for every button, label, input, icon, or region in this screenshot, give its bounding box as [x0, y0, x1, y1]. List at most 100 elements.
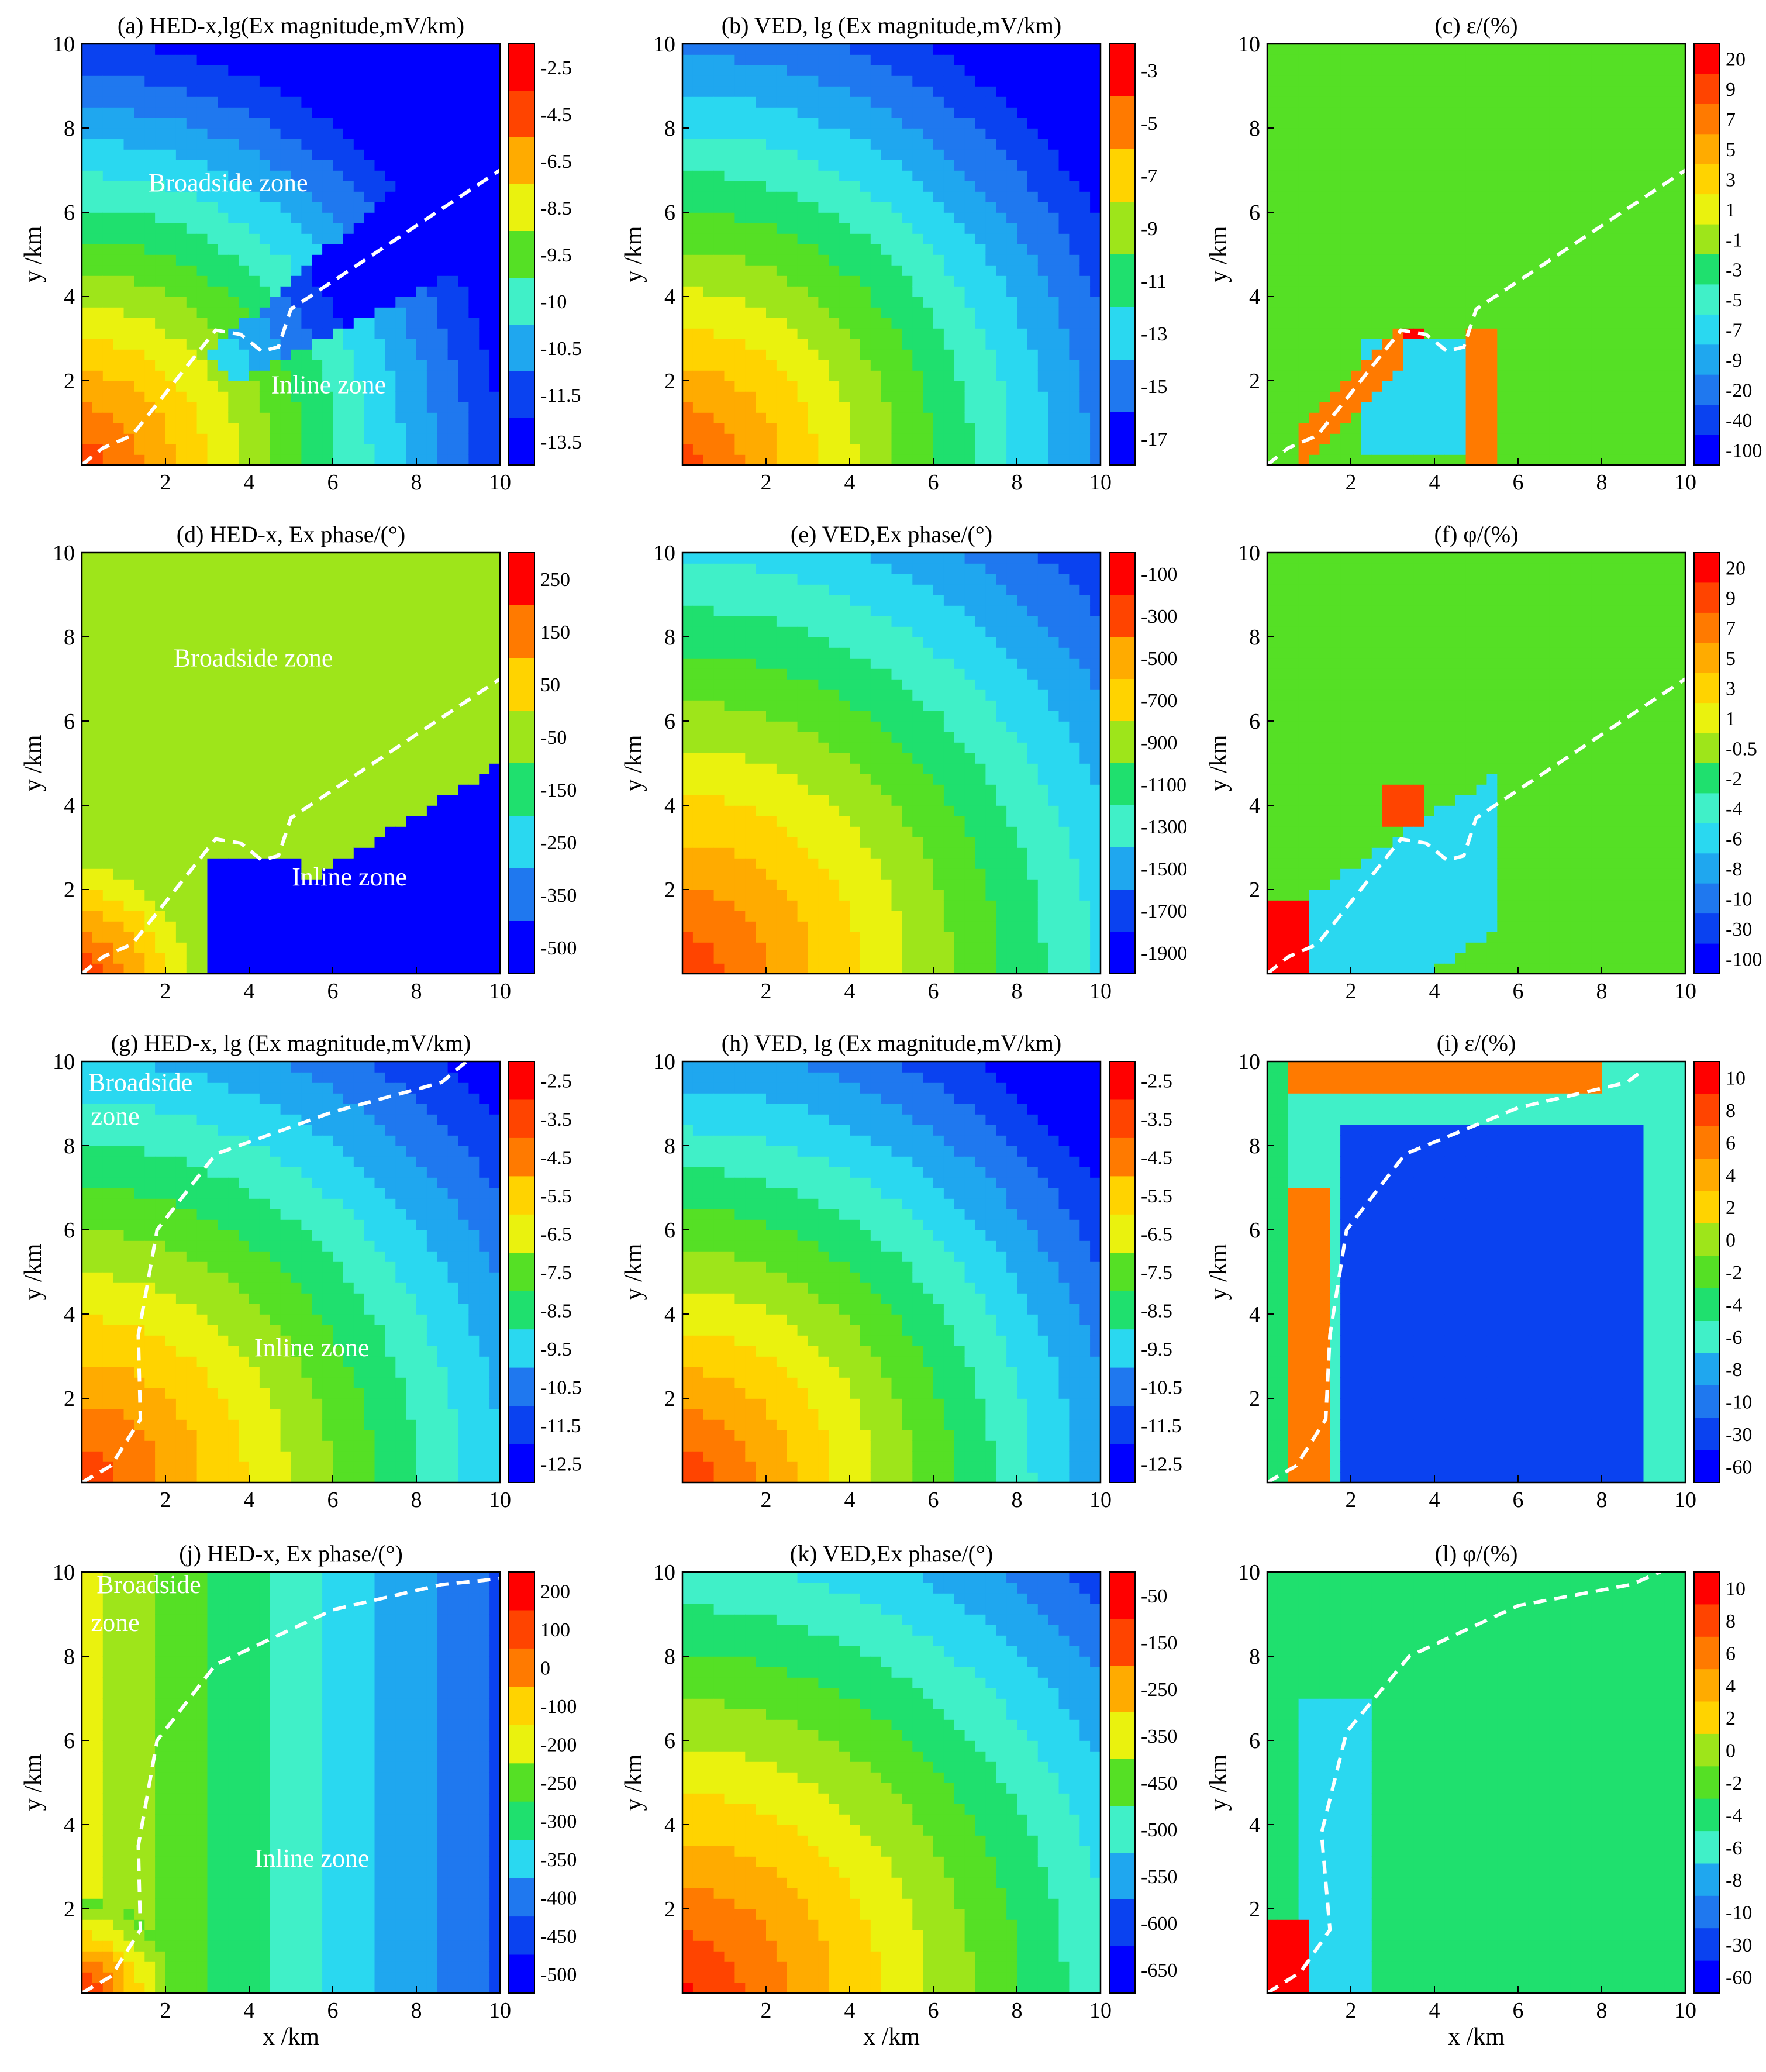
- heatmap-cell: [923, 75, 934, 87]
- heatmap-cell: [850, 223, 861, 234]
- heatmap-cell: [375, 181, 386, 192]
- heatmap-cell: [1006, 412, 1017, 423]
- heatmap-cell: [703, 402, 715, 413]
- heatmap-cell: [1455, 233, 1467, 244]
- heatmap-cell: [448, 233, 459, 244]
- heatmap-cell: [228, 54, 239, 65]
- heatmap-cell: [850, 107, 861, 118]
- heatmap-cell: [1027, 149, 1039, 160]
- heatmap-cell: [682, 391, 694, 402]
- y-axis-label: y /km: [20, 226, 47, 282]
- heatmap-cell: [1299, 360, 1310, 371]
- heatmap-cell: [745, 297, 756, 308]
- heatmap-cell: [1340, 381, 1351, 392]
- heatmap-cell: [944, 381, 955, 392]
- heatmap-cell: [881, 181, 892, 192]
- heatmap-cell: [798, 370, 809, 381]
- heatmap-cell: [1486, 339, 1498, 350]
- heatmap-cell: [725, 118, 736, 129]
- heatmap-cell: [923, 160, 934, 171]
- heatmap-cell: [829, 181, 840, 192]
- heatmap-cell: [1518, 412, 1529, 423]
- heatmap-cell: [1069, 139, 1080, 150]
- heatmap-cell: [249, 328, 260, 339]
- heatmap-cell: [1664, 360, 1675, 371]
- heatmap-cell: [1079, 454, 1091, 466]
- heatmap-cell: [291, 275, 302, 287]
- heatmap-cell: [798, 54, 809, 65]
- heatmap-cell: [1017, 107, 1028, 118]
- heatmap-cell: [1518, 181, 1529, 192]
- heatmap-cell: [395, 181, 406, 192]
- heatmap-cell: [1330, 339, 1341, 350]
- heatmap-cell: [1477, 454, 1488, 466]
- heatmap-cell: [1299, 307, 1310, 318]
- heatmap-cell: [1038, 65, 1049, 76]
- heatmap-cell: [239, 202, 250, 213]
- heatmap-cell: [448, 349, 459, 360]
- heatmap-cell: [745, 286, 756, 297]
- heatmap-cell: [375, 170, 386, 181]
- heatmap-cell: [1654, 318, 1665, 329]
- heatmap-cell: [1633, 402, 1644, 413]
- heatmap-cell: [416, 54, 427, 65]
- heatmap-cell: [1633, 44, 1644, 55]
- heatmap-cell: [871, 160, 882, 171]
- colorbar-swatch: [1109, 412, 1135, 466]
- heatmap-cell: [1079, 139, 1091, 150]
- heatmap-cell: [260, 297, 271, 308]
- heatmap-cell: [860, 391, 871, 402]
- heatmap-cell: [1413, 339, 1424, 350]
- heatmap-cell: [1518, 307, 1529, 318]
- heatmap-cell: [1623, 360, 1634, 371]
- heatmap-cell: [1006, 265, 1017, 276]
- heatmap-cell: [1288, 339, 1299, 350]
- heatmap-cell: [808, 286, 819, 297]
- heatmap-cell: [1351, 96, 1362, 108]
- heatmap-cell: [1069, 433, 1080, 444]
- heatmap-cell: [312, 275, 323, 287]
- heatmap-cell: [479, 412, 490, 423]
- heatmap-cell: [944, 328, 955, 339]
- heatmap-cell: [1059, 107, 1070, 118]
- heatmap-cell: [1654, 244, 1665, 255]
- heatmap-cell: [468, 370, 480, 381]
- heatmap-cell: [975, 360, 987, 371]
- heatmap-cell: [714, 86, 725, 97]
- heatmap-cell: [312, 433, 323, 444]
- heatmap-cell: [113, 370, 125, 381]
- heatmap-cell: [725, 370, 736, 381]
- heatmap-cell: [1591, 128, 1602, 139]
- heatmap-cell: [239, 318, 250, 329]
- heatmap-cell: [385, 128, 396, 139]
- heatmap-cell: [427, 307, 438, 318]
- heatmap-cell: [787, 339, 798, 350]
- heatmap-cell: [1340, 212, 1351, 223]
- heatmap-cell: [489, 265, 501, 276]
- heatmap-cell: [1403, 181, 1414, 192]
- heatmap-cell: [745, 139, 756, 150]
- heatmap-cell: [1434, 181, 1446, 192]
- heatmap-cell: [1477, 254, 1488, 266]
- heatmap-cell: [1518, 170, 1529, 181]
- heatmap-cell: [458, 433, 470, 444]
- heatmap-cell: [82, 847, 93, 859]
- heatmap-cell: [124, 391, 135, 402]
- heatmap-cell: [902, 444, 913, 455]
- heatmap-cell: [218, 275, 229, 287]
- heatmap-cell: [270, 139, 281, 150]
- heatmap-cell: [1466, 286, 1477, 297]
- heatmap-cell: [218, 423, 229, 434]
- heatmap-cell: [103, 423, 114, 434]
- heatmap-cell: [144, 149, 156, 160]
- heatmap-cell: [1508, 75, 1519, 87]
- heatmap-cell: [1017, 139, 1028, 150]
- heatmap-cell: [1393, 265, 1404, 276]
- heatmap-cell: [1340, 412, 1351, 423]
- heatmap-cell: [416, 202, 427, 213]
- colorbar-label: -4.5: [540, 104, 572, 126]
- heatmap-cell: [260, 149, 271, 160]
- heatmap-cell: [1017, 233, 1028, 244]
- heatmap-cell: [839, 360, 850, 371]
- heatmap-cell: [406, 181, 417, 192]
